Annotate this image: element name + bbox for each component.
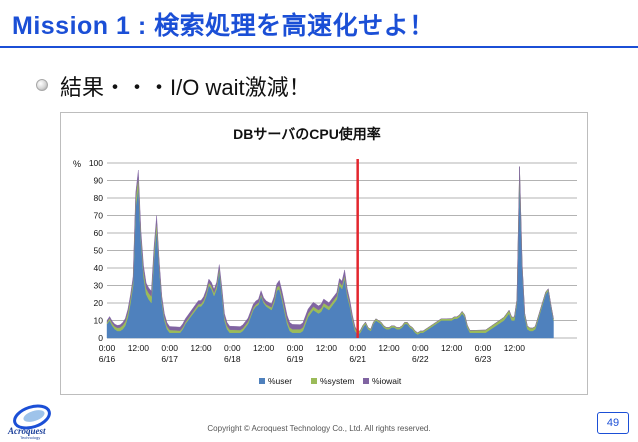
x-tick-date: 6/16	[99, 354, 116, 364]
bullet-text: 結果・・・I/O wait激減！	[60, 75, 311, 100]
legend-swatch	[259, 378, 265, 384]
legend-label: %system	[320, 376, 354, 386]
y-axis-label: %	[73, 159, 81, 169]
slide-title: Mission 1 : 検索処理を高速化せよ！	[12, 12, 435, 40]
y-tick-label: 50	[94, 246, 104, 256]
legend-swatch	[311, 378, 317, 384]
x-tick-time: 12:00	[253, 343, 275, 353]
logo-subtext: Technology	[20, 435, 40, 440]
x-tick-time: 0:00	[224, 343, 241, 353]
y-tick-label: 90	[94, 176, 104, 186]
x-tick-date: 6/17	[161, 354, 178, 364]
x-tick-date: 6/23	[475, 354, 492, 364]
area-series	[106, 166, 554, 339]
acroquest-logo: Acroquest Technology	[7, 404, 51, 440]
x-tick-date: 6/19	[287, 354, 304, 364]
logo-wordmark: Acroquest	[7, 426, 46, 436]
y-tick-label: 80	[94, 193, 104, 203]
x-tick-date: 6/18	[224, 354, 241, 364]
chart-legend: %user %system %iowait	[259, 376, 402, 386]
x-tick-time: 0:00	[349, 343, 366, 353]
bullet-dot-icon	[36, 79, 48, 91]
x-tick-time: 12:00	[441, 343, 463, 353]
x-tick-time: 0:00	[161, 343, 178, 353]
x-tick-time: 0:00	[412, 343, 429, 353]
y-tick-label: 10	[94, 316, 104, 326]
legend-swatch	[363, 378, 369, 384]
area-1	[106, 176, 554, 339]
cpu-usage-chart: DBサーバのCPU使用率 % 0 10 20 30 40 50 60 70 80 90 100 0:…	[60, 112, 588, 395]
copyright-footer: Copyright © Acroquest Technology Co., Lt…	[207, 424, 431, 433]
x-tick-time: 12:00	[190, 343, 212, 353]
y-tick-label: 70	[94, 211, 104, 221]
area-3	[106, 166, 554, 333]
x-tick-time: 0:00	[287, 343, 304, 353]
y-tick-label: 30	[94, 281, 104, 291]
x-tick-time: 12:00	[128, 343, 150, 353]
title-divider	[0, 46, 638, 48]
y-tick-label: 40	[94, 263, 104, 273]
x-tick-time: 0:00	[99, 343, 116, 353]
legend-label: %iowait	[372, 376, 402, 386]
chart-svg: DBサーバのCPU使用率 % 0 10 20 30 40 50 60 70 80 90 100 0:…	[73, 126, 577, 386]
chart-title: DBサーバのCPU使用率	[233, 126, 381, 142]
page-number: 49	[597, 412, 629, 434]
y-tick-label: 0	[98, 333, 103, 343]
x-tick-time: 12:00	[378, 343, 400, 353]
y-tick-label: 60	[94, 228, 104, 238]
x-tick-time: 12:00	[316, 343, 338, 353]
x-tick-date: 6/21	[349, 354, 366, 364]
y-tick-labels: 0 10 20 30 40 50 60 70 80 90 100	[89, 158, 103, 343]
y-tick-label: 20	[94, 298, 104, 308]
x-tick-time: 12:00	[504, 343, 526, 353]
x-tick-time: 0:00	[475, 343, 492, 353]
y-tick-label: 100	[89, 158, 103, 168]
legend-label: %user	[268, 376, 292, 386]
x-tick-date: 6/22	[412, 354, 429, 364]
